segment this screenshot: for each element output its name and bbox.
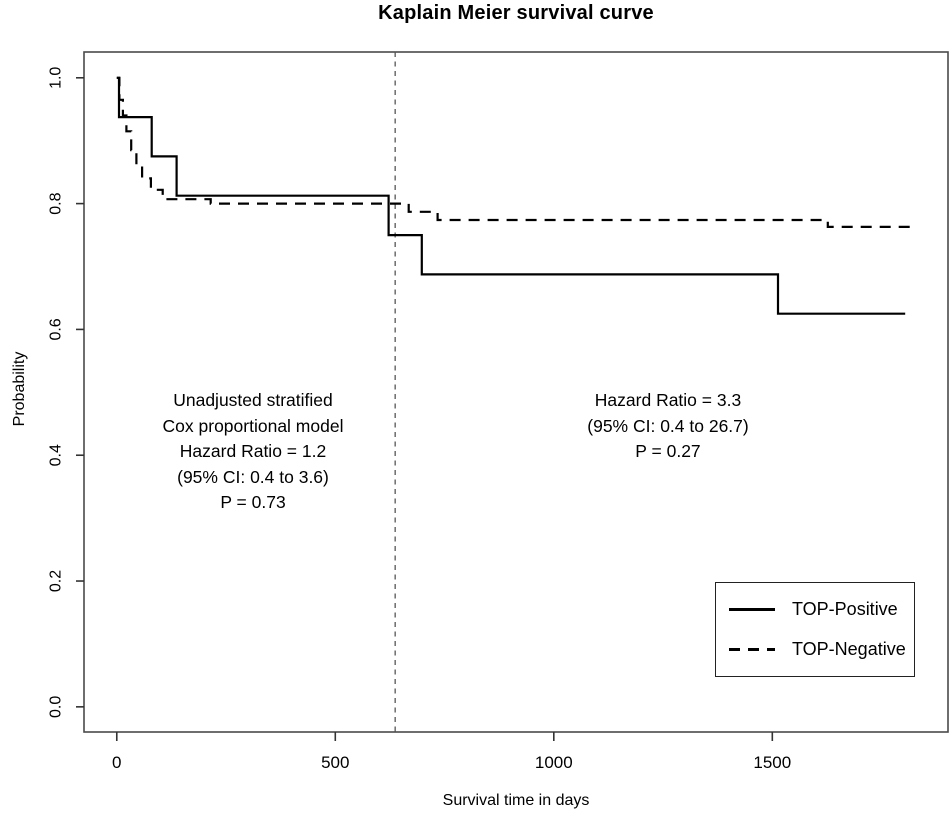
annotation-line: P = 0.27: [635, 441, 701, 461]
annotation-line: (95% CI: 0.4 to 26.7): [587, 415, 749, 436]
y-tick-label: 0.4: [48, 444, 65, 466]
y-tick-label: 0.6: [48, 318, 65, 340]
x-tick-label: 0: [112, 753, 121, 772]
cox-model-annotation: Unadjusted stratified Cox proportional m…: [163, 388, 344, 516]
legend-item-top-positive: TOP-Positive: [729, 599, 914, 620]
legend-item-top-negative: TOP-Negative: [729, 639, 914, 660]
chart-title: Kaplain Meier survival curve: [378, 2, 654, 24]
legend-label-top-negative: TOP-Negative: [792, 639, 906, 660]
annotation-line: (95% CI: 0.4 to 3.6): [177, 466, 329, 487]
annotation-line: Hazard Ratio = 3.3: [594, 390, 742, 410]
y-tick-label: 1.0: [48, 67, 65, 89]
x-tick-label: 1500: [753, 753, 791, 772]
annotation-line: Unadjusted stratified: [173, 390, 333, 410]
dashed-line-sample-icon: [729, 648, 775, 652]
hazard-ratio-annotation: Hazard Ratio = 3.3 (95% CI: 0.4 to 26.7)…: [587, 388, 748, 465]
y-axis-title: Probability: [11, 351, 28, 427]
annotation-line: Cox proportional model: [162, 415, 344, 436]
x-axis-title: Survival time in days: [442, 792, 590, 809]
x-tick-label: 1000: [535, 753, 573, 772]
solid-line-sample-icon: [729, 607, 775, 611]
plot-frame: [83, 51, 949, 733]
top-negative-curve: [116, 76, 914, 228]
legend: TOP-Positive TOP-Negative: [715, 582, 915, 677]
y-tick-label: 0.2: [48, 570, 65, 592]
x-tick-label: 500: [321, 753, 349, 772]
annotation-line: P = 0.73: [220, 492, 286, 512]
y-tick-label: 0.8: [48, 192, 65, 214]
annotation-line: Hazard Ratio = 1.2: [179, 441, 327, 461]
top-positive-curve: [116, 76, 906, 315]
y-tick-label: 0.0: [48, 696, 65, 718]
legend-label-top-positive: TOP-Positive: [792, 598, 898, 619]
